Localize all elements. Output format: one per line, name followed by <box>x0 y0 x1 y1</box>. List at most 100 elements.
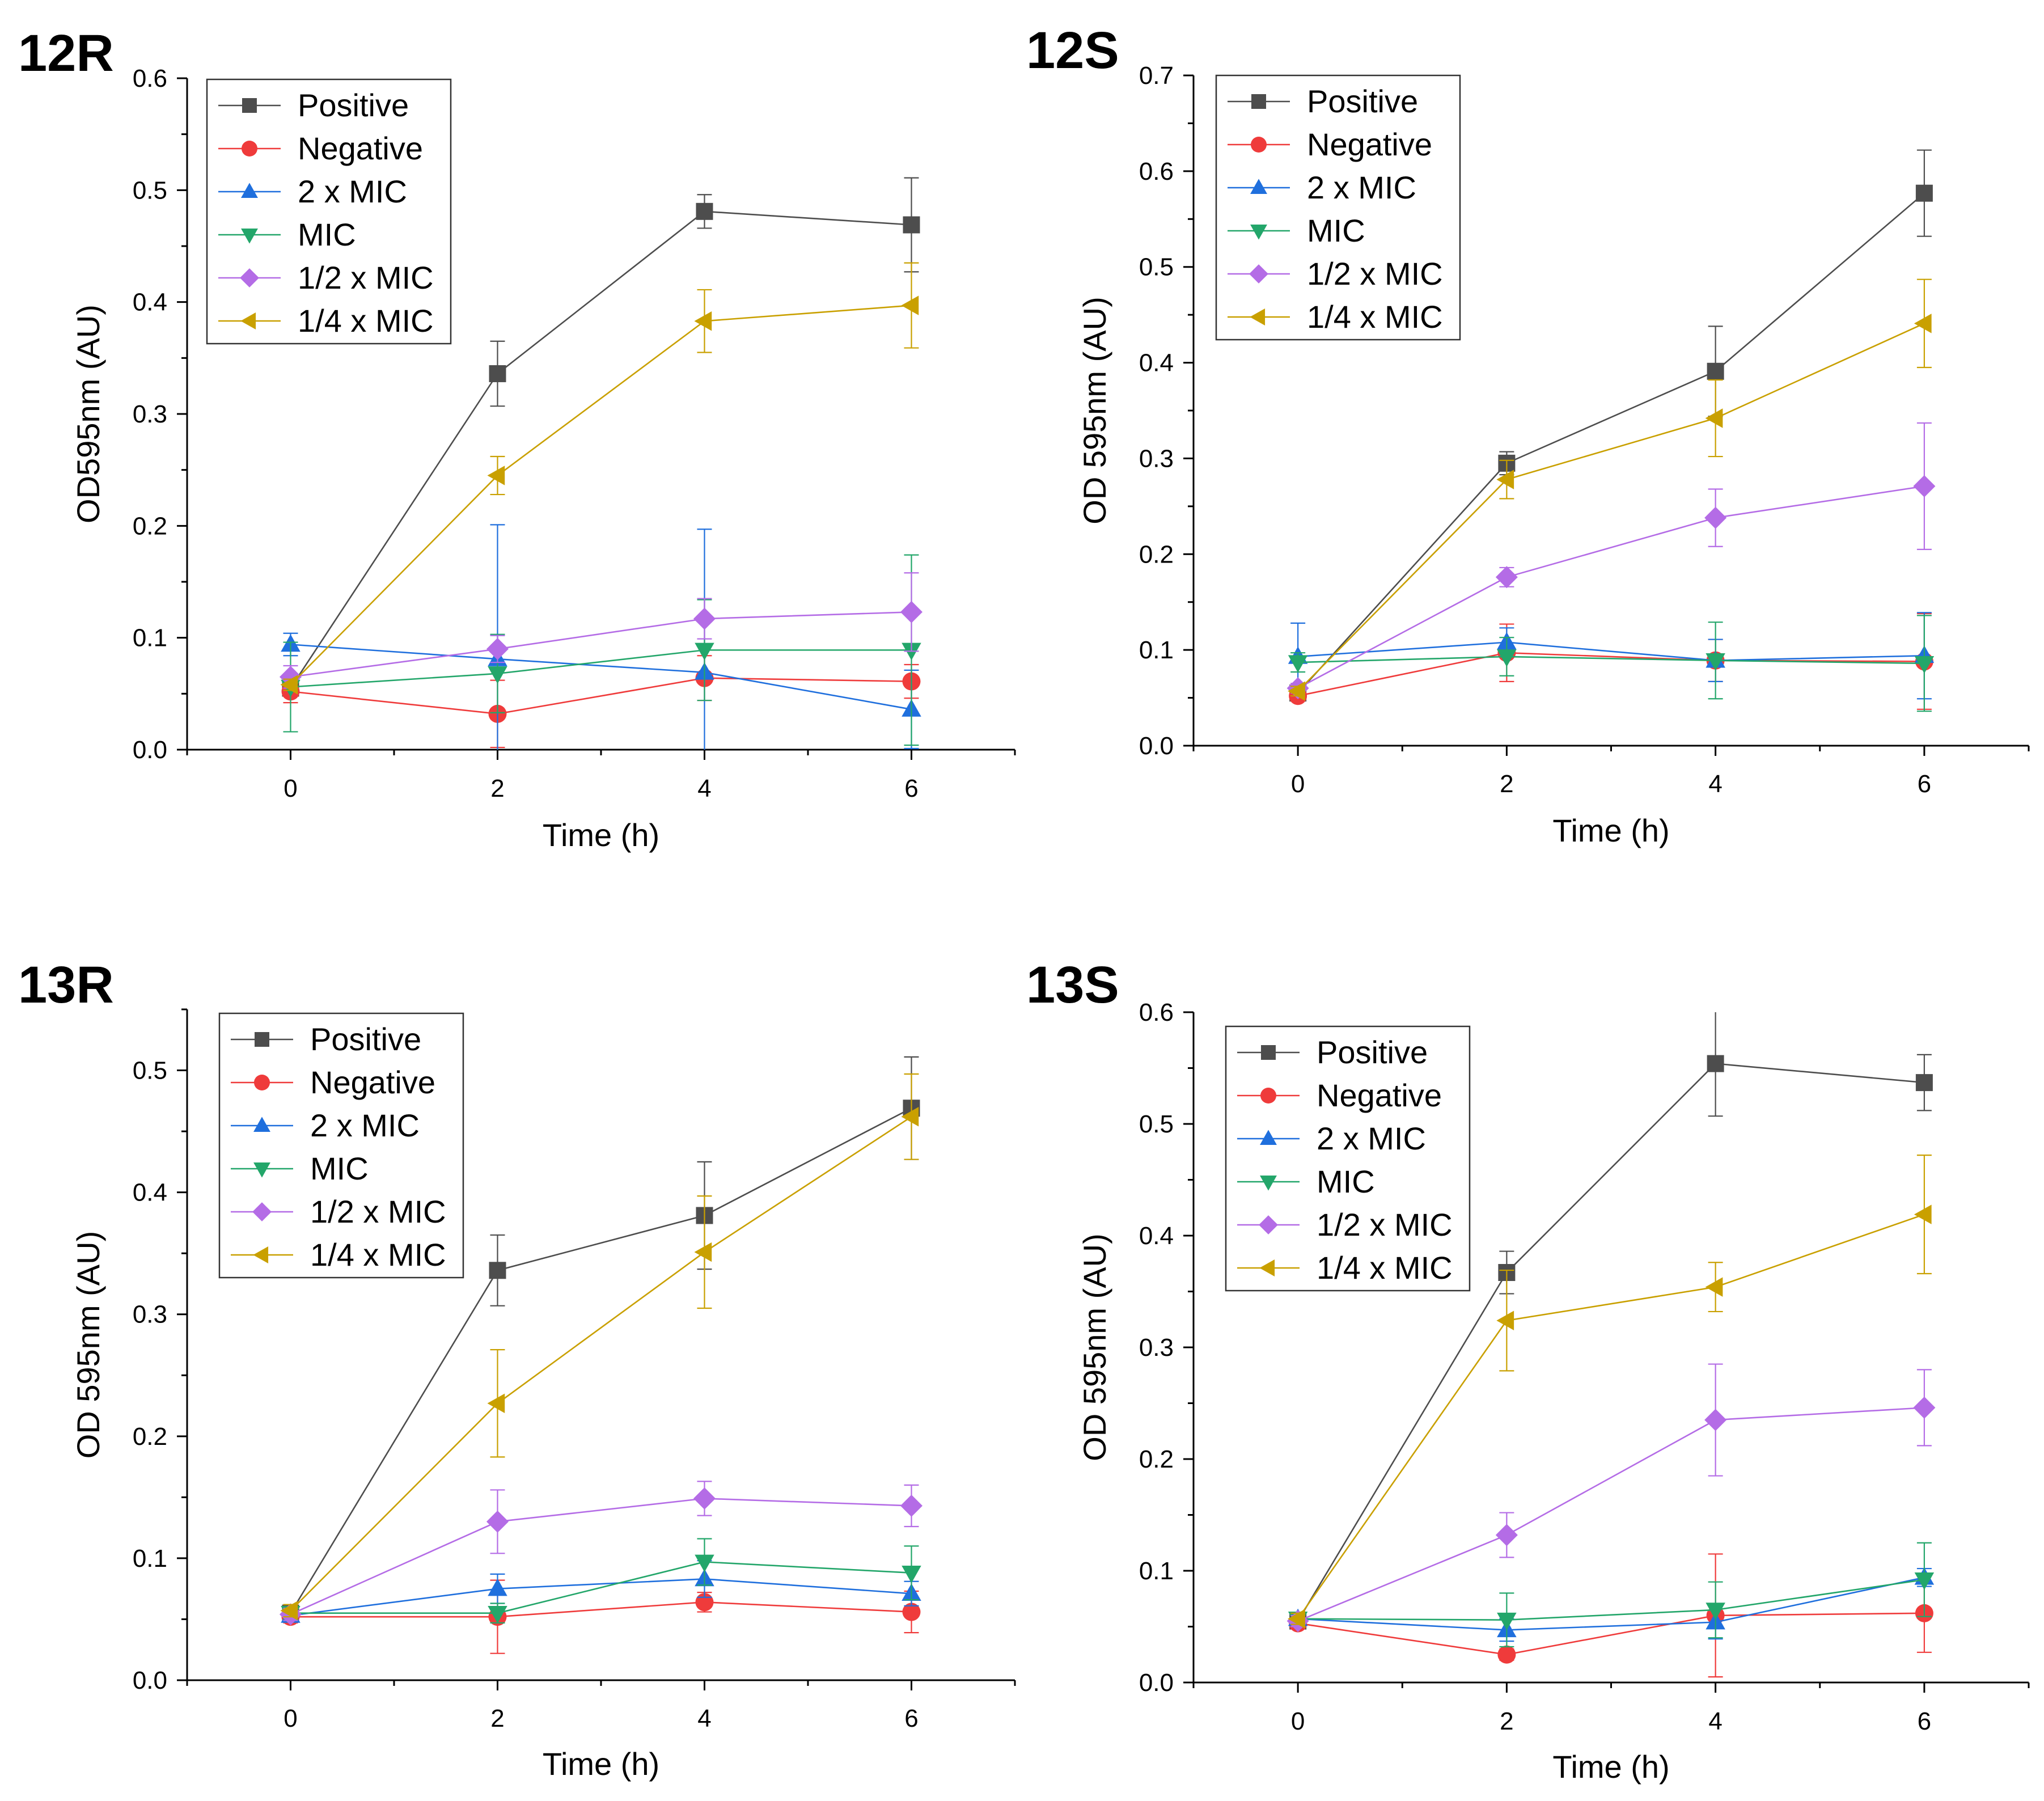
data-point <box>486 1510 509 1533</box>
legend-label: 1/4 x MIC <box>1307 299 1443 335</box>
data-point <box>900 1494 922 1517</box>
legend-label: Negative <box>1307 126 1432 162</box>
legend-item-mic: MIC <box>218 217 356 252</box>
y-tick-label: 0.2 <box>1139 540 1174 568</box>
y-tick-label: 0.1 <box>1139 636 1174 664</box>
y-axis-title: OD 595nm (AU) <box>1077 297 1112 524</box>
data-point <box>1915 1074 1933 1092</box>
x-tick-label: 0 <box>1291 1707 1305 1735</box>
legend-marker <box>1259 1259 1275 1276</box>
legend-marker <box>242 98 257 113</box>
legend-frame <box>206 78 452 345</box>
x-tick-label: 2 <box>1500 1707 1513 1735</box>
data-point <box>1704 1409 1727 1431</box>
series-line <box>290 644 912 711</box>
y-tick-label: 0.4 <box>1139 1222 1174 1250</box>
legend-item-positive: Positive <box>231 1021 421 1057</box>
legend-label: Negative <box>1317 1077 1442 1113</box>
y-tick-label: 0.3 <box>133 400 167 428</box>
legend-label: MIC <box>1317 1164 1375 1199</box>
legend-label: 2 x MIC <box>298 174 407 209</box>
legend-label: Positive <box>310 1021 421 1057</box>
legend-marker <box>240 268 259 288</box>
series-line <box>1297 1214 1925 1620</box>
y-tick-label: 0.3 <box>1139 445 1174 472</box>
legend-label: 1/2 x MIC <box>1317 1207 1453 1242</box>
data-point <box>1288 1609 1305 1629</box>
legend: Positive Negative 2 x MIC MIC 1/2 x MIC 1/4 x… <box>1225 1025 1471 1292</box>
y-tick-label: 0.5 <box>1139 1110 1174 1138</box>
legend-item-negative: Negative <box>1237 1077 1442 1113</box>
y-tick-label: 0.3 <box>133 1301 167 1329</box>
data-point <box>280 675 298 695</box>
y-tick-label: 0.4 <box>133 1179 167 1207</box>
data-point <box>901 1107 919 1127</box>
data-point <box>1497 1612 1517 1630</box>
data-point <box>1704 506 1727 529</box>
data-point <box>486 637 509 660</box>
legend-item-1-2-x-mic: 1/2 x MIC <box>1228 256 1443 291</box>
legend: Positive Negative 2 x MIC MIC 1/2 x MIC 1/4 x… <box>1215 74 1461 341</box>
legend-item-1-4-x-mic: 1/4 x MIC <box>1228 299 1443 335</box>
chart-12r: 12R 0.0 0.1 0.2 0.3 0.4 0.5 0.6 0 2 4 6 Time (h) OD59… <box>18 24 1016 853</box>
legend-label: 1/4 x MIC <box>298 303 434 339</box>
series-line <box>1297 652 1924 697</box>
series-negative <box>281 655 921 749</box>
series-line <box>290 210 912 689</box>
legend-item-negative: Negative <box>1228 126 1432 162</box>
series-2-x-mic <box>1288 612 1935 700</box>
legend-marker <box>253 1162 270 1178</box>
chart-12s: 12S 0.0 0.1 0.2 0.3 0.4 0.5 0.6 0.7 0 2 4 6 Time (h) O… <box>1026 22 2030 848</box>
data-point <box>1915 184 1933 202</box>
series-line <box>290 1498 912 1616</box>
legend-item-1-4-x-mic: 1/4 x MIC <box>231 1237 446 1272</box>
series-line <box>290 1561 912 1614</box>
series-line <box>290 305 912 686</box>
data-point <box>487 466 505 485</box>
series-line <box>290 1578 912 1617</box>
y-tick-label: 0.4 <box>133 289 167 316</box>
legend: Positive Negative 2 x MIC MIC 1/2 x MIC 1/4 x… <box>206 78 452 345</box>
data-point <box>1496 470 1514 489</box>
legend-label: Positive <box>1317 1034 1428 1070</box>
x-axis-title: Time (h) <box>543 817 659 853</box>
x-tick-label: 2 <box>1500 770 1513 798</box>
legend-item-positive: Positive <box>1237 1034 1428 1070</box>
x-axis-title: Time (h) <box>1552 813 1669 848</box>
legend-item-mic: MIC <box>1237 1164 1375 1199</box>
legend-item-2-x-mic: 2 x MIC <box>218 174 407 209</box>
legend-marker <box>1250 179 1267 195</box>
series-1-4-x-mic <box>1288 1155 1932 1629</box>
legend-marker <box>1260 1130 1277 1145</box>
data-point <box>489 365 506 382</box>
y-tick-label: 0.4 <box>1139 349 1174 377</box>
series-line <box>290 1601 912 1618</box>
y-tick-label: 0.6 <box>1139 158 1174 185</box>
data-point <box>1497 1645 1516 1664</box>
legend: Positive Negative 2 x MIC MIC 1/2 x MIC 1/4 x… <box>218 1012 464 1279</box>
legend-item-mic: MIC <box>1228 213 1365 248</box>
legend-marker <box>253 1246 269 1263</box>
chart-13r: 13R 0.0 0.1 0.2 0.3 0.4 0.5 0 2 4 6 Time (h) OD 595n… <box>18 956 1016 1782</box>
data-point <box>1707 1055 1724 1072</box>
series-line <box>290 649 912 688</box>
series-line <box>1297 1612 1924 1656</box>
legend-item-2-x-mic: 2 x MIC <box>1228 170 1416 205</box>
data-point <box>487 1393 505 1413</box>
series-line <box>290 1107 912 1614</box>
panel-label: 13R <box>18 956 114 1014</box>
x-tick-label: 4 <box>697 775 711 802</box>
data-point <box>694 311 712 331</box>
series-line <box>1297 192 1925 694</box>
series-mic <box>1288 1542 1935 1648</box>
series-line <box>290 611 912 678</box>
legend-label: 1/4 x MIC <box>310 1237 446 1272</box>
data-point <box>694 1242 712 1262</box>
series-2-x-mic <box>281 524 921 750</box>
legend-marker <box>252 1202 272 1221</box>
legend-marker <box>1251 94 1266 109</box>
data-point <box>488 666 507 684</box>
data-point <box>489 1262 506 1279</box>
legend-item-1-2-x-mic: 1/2 x MIC <box>231 1194 446 1229</box>
x-tick-label: 4 <box>1708 770 1722 798</box>
